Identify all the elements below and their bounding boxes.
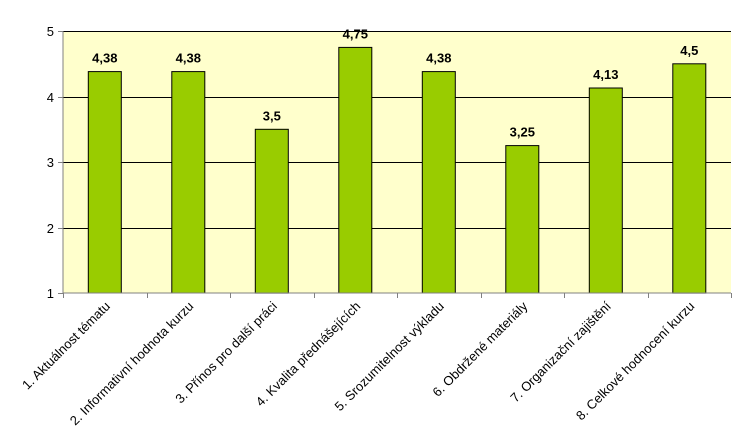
data-labels: 4,38 4,38 3,5 4,75 4,38 3,25 4,13 4,5 [92,26,698,139]
bar [421,71,456,294]
data-label: 4,75 [343,26,368,41]
x-axis-ticks [63,293,732,298]
bar [254,128,289,294]
data-label: 4,13 [593,67,618,82]
data-label: 3,5 [263,108,281,123]
bars [87,46,707,294]
data-label: 4,38 [426,51,451,66]
category-label: 6. Obdržené materiály [429,298,530,399]
data-label: 4,38 [176,51,201,66]
y-axis-ticks: 1 2 3 4 5 [47,24,63,301]
y-tick-label: 3 [47,155,54,170]
category-label: 1. Aktuálnost tématu [19,299,113,393]
bar [588,87,623,294]
bar [87,71,122,294]
bar [171,71,206,294]
y-tick-label: 1 [47,286,54,301]
y-tick-label: 2 [47,221,54,236]
y-tick-label: 5 [47,24,54,39]
bar [338,46,373,294]
bar [672,63,707,294]
data-label: 3,25 [510,125,535,140]
y-tick-label: 4 [47,90,54,105]
data-label: 4,38 [92,51,117,66]
data-label: 4,5 [680,43,698,58]
bar [505,145,540,294]
